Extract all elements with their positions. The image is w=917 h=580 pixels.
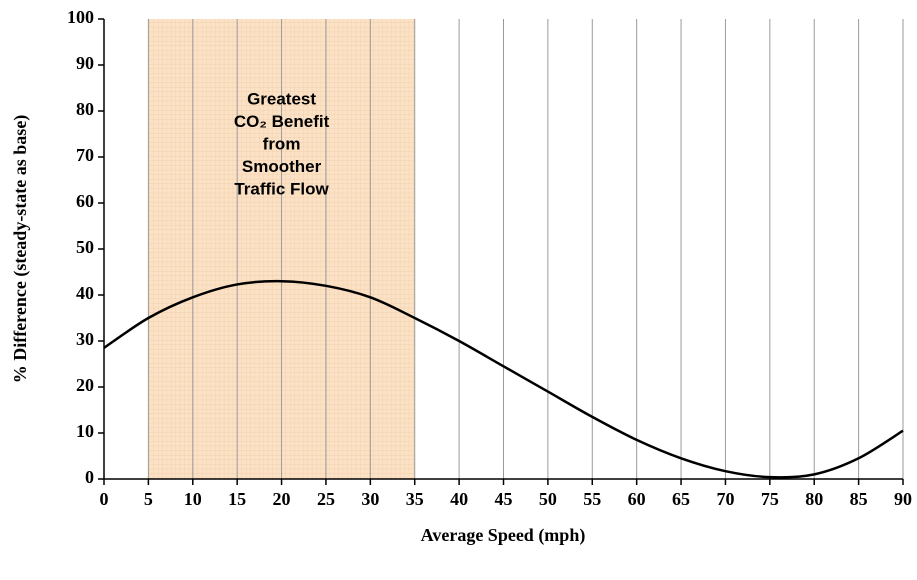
x-tick-label: 15 xyxy=(228,489,246,509)
grid xyxy=(103,19,904,479)
y-axis-title: % Difference (steady-state as base) xyxy=(10,115,31,384)
x-tick-label: 55 xyxy=(583,489,601,509)
x-tick-label: 20 xyxy=(273,489,291,509)
x-tick-label: 85 xyxy=(850,489,868,509)
x-tick-label: 40 xyxy=(450,489,468,509)
y-tick-label: 40 xyxy=(76,283,94,303)
annotation: Greatest xyxy=(247,89,316,108)
x-tick-label: 30 xyxy=(361,489,379,509)
y-tick-label: 10 xyxy=(76,421,94,441)
y-tick-label: 50 xyxy=(76,237,94,257)
x-axis-title: Average Speed (mph) xyxy=(421,525,586,546)
x-tick-label: 65 xyxy=(672,489,690,509)
y-tick-label: 0 xyxy=(85,467,94,487)
x-tick-label: 5 xyxy=(144,489,153,509)
x-tick-label: 90 xyxy=(894,489,912,509)
annotation: CO₂ Benefit xyxy=(234,112,330,131)
y-tick-label: 70 xyxy=(76,145,94,165)
x-tick-label: 70 xyxy=(716,489,734,509)
y-tick-label: 80 xyxy=(76,99,94,119)
series-line xyxy=(103,279,904,479)
x-tick-label: 80 xyxy=(805,489,823,509)
y-tick-label: 30 xyxy=(76,329,94,349)
x-tick-label: 25 xyxy=(317,489,335,509)
annotation: Traffic Flow xyxy=(234,179,329,198)
y-tick-label: 20 xyxy=(76,375,94,395)
annotation: Smoother xyxy=(242,157,322,176)
y-tick-label: 60 xyxy=(76,191,94,211)
x-tick-label: 0 xyxy=(100,489,109,509)
x-tick-label: 35 xyxy=(406,489,424,509)
y-tick-label: 100 xyxy=(67,7,94,27)
y-tick-label: 90 xyxy=(76,53,94,73)
annotation: from xyxy=(263,134,301,153)
x-tick-label: 75 xyxy=(761,489,779,509)
x-tick-label: 50 xyxy=(539,489,557,509)
x-tick-label: 45 xyxy=(495,489,513,509)
x-tick-label: 10 xyxy=(184,489,202,509)
x-tick-label: 60 xyxy=(628,489,646,509)
